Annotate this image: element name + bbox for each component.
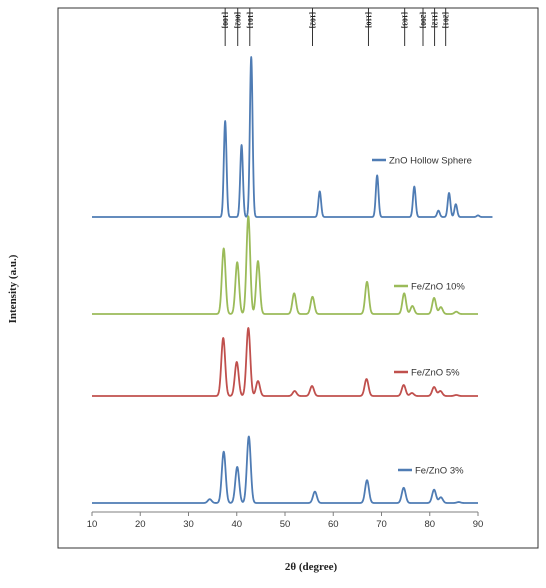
x-axis-label: 2θ (degree) <box>285 561 338 573</box>
legend-label: Fe/ZnO 3% <box>415 466 464 477</box>
reflection-markers: [100] [002] [101] [102] [110] [103] [200] [112]… <box>221 8 451 46</box>
reflection-label: [103] <box>401 12 410 28</box>
x-tick-label: 40 <box>231 519 242 530</box>
reflection-label: [201] <box>442 12 451 28</box>
x-tick-label: 20 <box>135 519 146 530</box>
peak-point <box>433 386 434 387</box>
peak-point <box>312 296 313 297</box>
chart-frame <box>57 7 539 549</box>
peak-point <box>455 204 456 205</box>
peak-point <box>248 327 249 328</box>
peak-point <box>456 311 457 312</box>
peak-point <box>456 394 457 395</box>
peak-point <box>412 305 413 306</box>
peak-point <box>209 499 210 500</box>
peak-point <box>257 261 258 262</box>
reflection-label: [100] <box>221 12 230 28</box>
peak-point <box>314 491 315 492</box>
legend-label: ZnO Hollow Sphere <box>389 156 472 167</box>
peak-point <box>403 384 404 385</box>
peak-point <box>257 380 258 381</box>
peak-point <box>237 466 238 467</box>
x-tick-label: 30 <box>183 519 194 530</box>
peak-point <box>477 215 478 216</box>
x-tick-label: 10 <box>87 519 98 530</box>
peak-point <box>440 307 441 308</box>
peak-point <box>248 216 249 217</box>
peak-point <box>366 480 367 481</box>
peak-point <box>404 293 405 294</box>
peak-point <box>223 451 224 452</box>
legend-label: Fe/ZnO 10% <box>411 282 465 293</box>
peak-point <box>294 390 295 391</box>
series-labels: ZnO Hollow Sphere Fe/ZnO 10% Fe/ZnO 5% Fe/Z… <box>372 156 472 477</box>
peak-point <box>366 378 367 379</box>
peak-point <box>223 337 224 338</box>
x-tick-label: 50 <box>280 519 291 530</box>
peak-point <box>311 385 312 386</box>
peak-point <box>448 192 449 193</box>
peak-point <box>411 392 412 393</box>
peak-point <box>366 281 367 282</box>
peak-point <box>248 436 249 437</box>
peak-point <box>438 210 439 211</box>
x-tick-label: 60 <box>328 519 339 530</box>
reflection-label: [110] <box>364 12 373 28</box>
x-tick-label: 70 <box>376 519 387 530</box>
reflection-label: [002] <box>234 12 243 28</box>
peak-point <box>294 293 295 294</box>
series-line <box>91 327 479 397</box>
reflection-label: [101] <box>246 12 255 28</box>
peak-point <box>377 175 378 176</box>
reflection-label: [112] <box>431 12 440 28</box>
peak-point <box>237 262 238 263</box>
x-tick-label: 80 <box>424 519 435 530</box>
series-line <box>91 215 479 315</box>
peak-point <box>433 297 434 298</box>
y-axis-label: Intensity (a.u.) <box>7 254 19 323</box>
x-axis-ticks: 10 20 30 40 50 60 70 80 90 <box>87 512 484 530</box>
peak-point <box>319 191 320 192</box>
peak-point <box>403 487 404 488</box>
peak-point <box>251 56 252 57</box>
legend-label: Fe/ZnO 5% <box>411 368 460 379</box>
peak-point <box>225 120 226 121</box>
peak-point <box>458 501 459 502</box>
peak-point <box>440 390 441 391</box>
peak-point <box>223 248 224 249</box>
peak-point <box>236 361 237 362</box>
peak-point <box>241 144 242 145</box>
reflection-label: [102] <box>309 12 318 28</box>
peak-point <box>414 186 415 187</box>
reflection-label: [200] <box>419 12 428 28</box>
x-tick-label: 90 <box>473 519 484 530</box>
peak-point <box>433 489 434 490</box>
peak-point <box>440 497 441 498</box>
series-traces <box>91 56 494 504</box>
series-line <box>91 56 494 218</box>
series-line <box>91 435 479 504</box>
